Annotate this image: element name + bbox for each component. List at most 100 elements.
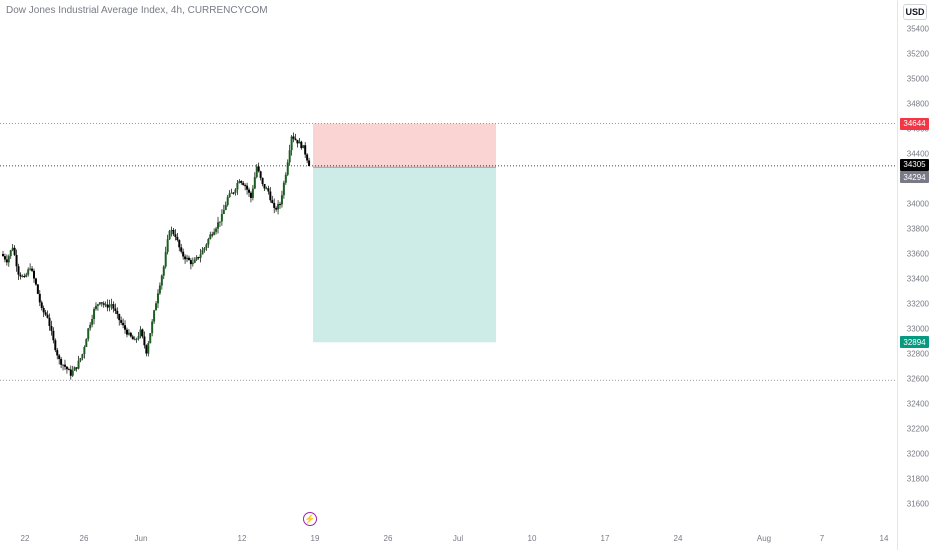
date-tick-label: 14 (879, 534, 889, 543)
price-tick-label: 34000 (906, 199, 929, 209)
candle-body (27, 269, 30, 275)
candle-body (182, 251, 185, 257)
candle-body (275, 207, 278, 210)
candle-body (110, 304, 113, 306)
candle-body (246, 185, 249, 190)
candle-body (62, 364, 65, 366)
candle-body (116, 310, 119, 315)
candle-body (156, 293, 159, 304)
candle-body (255, 166, 258, 178)
candle-body (145, 345, 148, 354)
candle-body (52, 330, 55, 341)
candle-body (211, 234, 214, 236)
candle-body (213, 231, 216, 235)
candle-body (112, 304, 115, 309)
candle-body (236, 183, 239, 190)
candle-body (261, 177, 264, 184)
candle-body (226, 197, 229, 205)
candle-body (180, 247, 183, 252)
candle-body (60, 359, 63, 365)
candle-body (217, 222, 220, 229)
candle-body (249, 192, 252, 198)
candle-body (199, 254, 202, 258)
candle-body (139, 329, 142, 337)
candle-body (73, 367, 76, 371)
candle-body (302, 145, 305, 149)
candle-body (201, 250, 204, 255)
candle-body (292, 136, 295, 139)
candle-body (93, 309, 96, 319)
candle-body (141, 329, 144, 337)
stop-price-tag: 34644 (900, 117, 929, 130)
candle-body (300, 141, 303, 149)
candle-body (46, 314, 49, 318)
take-profit-zone (313, 167, 496, 343)
currency-button[interactable]: USD (903, 4, 927, 20)
candle-body (220, 214, 223, 222)
candle-body (269, 191, 272, 201)
lightning-icon[interactable]: ⚡ (303, 512, 317, 526)
date-tick-label: 7 (819, 534, 825, 543)
candle-body (253, 177, 256, 189)
price-tick-label: 34400 (906, 149, 929, 159)
date-tick-label: Jun (134, 534, 148, 543)
candle-body (102, 303, 105, 305)
date-tick-label: 19 (310, 534, 320, 543)
candle-body (288, 150, 291, 163)
candle-body (67, 369, 70, 371)
candle-body (114, 308, 117, 311)
candle-body (137, 336, 140, 339)
candle-body (240, 181, 243, 183)
candle-body (230, 192, 233, 194)
price-axis[interactable]: 3540035200350003480034600344003420034000… (897, 0, 932, 550)
target-price-tag: 32894 (900, 336, 929, 349)
candle-body (81, 354, 84, 359)
candle-body (120, 320, 123, 323)
candle-body (131, 336, 134, 340)
candle-body (129, 332, 132, 337)
candle-body (184, 256, 187, 260)
date-tick-label: Aug (756, 534, 772, 543)
candle-body (151, 321, 154, 334)
candle-body (108, 304, 111, 308)
price-tick-label: 33200 (906, 299, 929, 309)
candle-body (308, 160, 311, 167)
price-tick-label: 31600 (906, 499, 929, 509)
candle-body (149, 333, 152, 344)
price-tick-label: 33800 (906, 224, 929, 234)
candle-body (122, 322, 125, 326)
candle-body (168, 231, 171, 240)
candle-body (279, 204, 282, 206)
date-tick-label: 24 (673, 534, 683, 543)
price-tick-label: 35200 (906, 49, 929, 59)
candle-body (48, 317, 51, 326)
candle-body (32, 270, 35, 279)
candle-body (242, 182, 245, 186)
price-tick-label: 33600 (906, 249, 929, 259)
date-tick-label: 26 (383, 534, 393, 543)
chart-canvas[interactable] (0, 0, 897, 550)
date-tick-label: 26 (79, 534, 89, 543)
candle-body (176, 236, 179, 241)
candle-body (17, 266, 20, 275)
candle-body (9, 250, 12, 257)
candle-body (56, 350, 59, 356)
candle-body (63, 364, 66, 367)
candle-body (232, 192, 235, 194)
candle-body (162, 266, 165, 276)
candle-body (170, 229, 173, 232)
chart-area[interactable]: Dow Jones Industrial Average Index, 4h, … (0, 0, 897, 550)
chart-title: Dow Jones Industrial Average Index, 4h, … (6, 5, 268, 16)
price-tick-label: 35400 (906, 24, 929, 34)
candle-body (36, 284, 39, 294)
date-tick-label: Jul (452, 534, 464, 543)
candle-body (94, 305, 97, 310)
candle-body (11, 247, 14, 251)
candle-body (13, 247, 16, 255)
candle-body (189, 260, 192, 265)
candle-body (304, 145, 307, 155)
candle-body (5, 259, 8, 263)
candle-body (187, 257, 190, 261)
candle-body (25, 274, 28, 277)
candle-body (218, 221, 221, 223)
